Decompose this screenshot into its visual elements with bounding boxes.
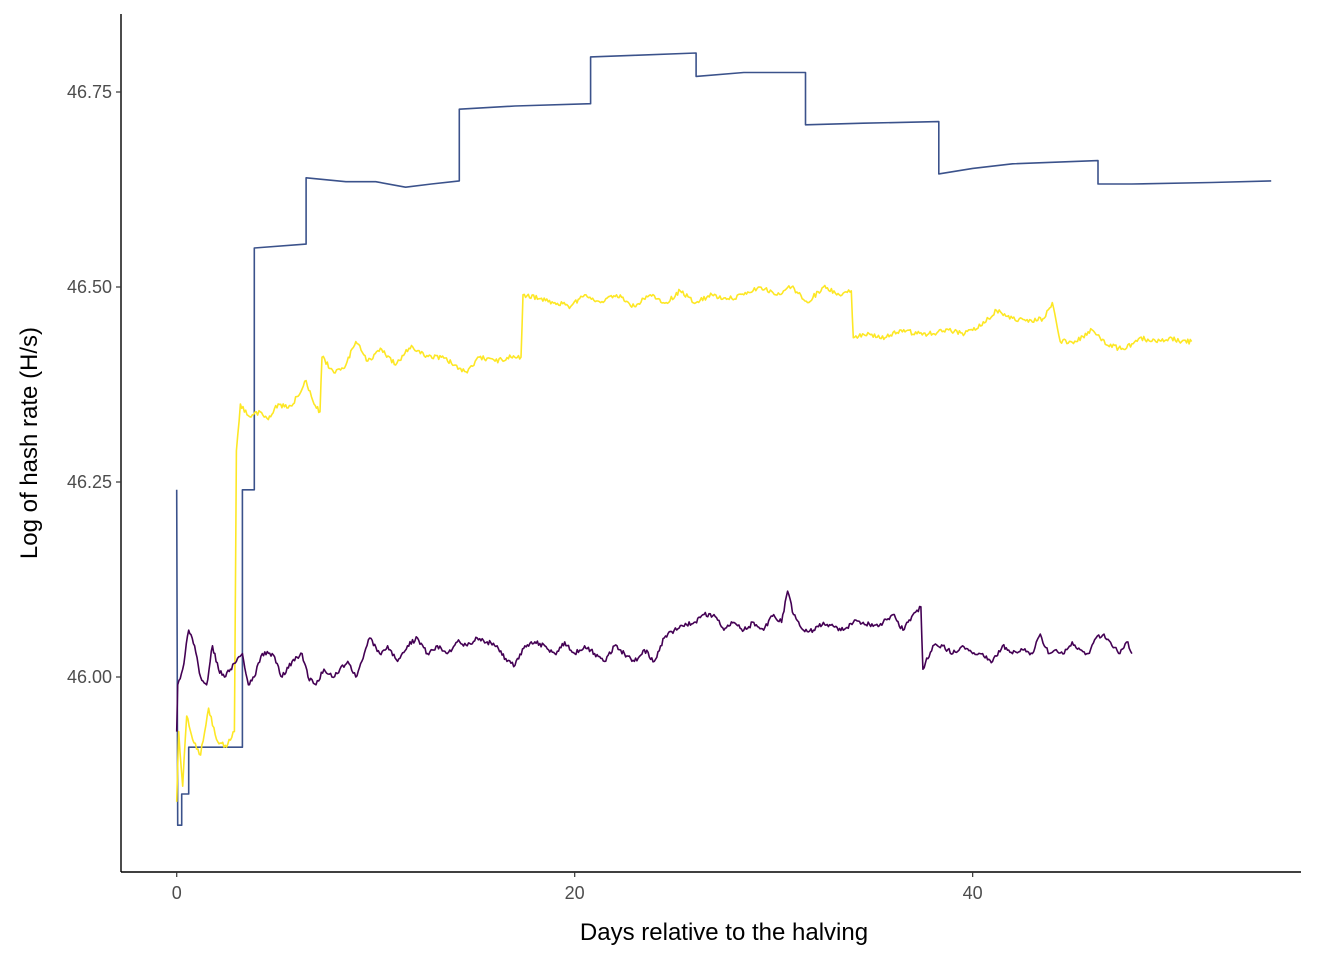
series-line-2 [175, 284, 1193, 802]
series-line-3 [175, 590, 1133, 732]
y-tick-label: 46.50 [67, 277, 112, 297]
x-axis-ticks: 0 20 40 [172, 872, 983, 903]
x-tick-label: 20 [565, 883, 585, 903]
y-axis-title: Log of hash rate (H/s) [16, 327, 43, 559]
plot-lines [175, 52, 1272, 826]
x-tick-label: 40 [963, 883, 983, 903]
x-tick-label: 0 [172, 883, 182, 903]
y-tick-label: 46.00 [67, 667, 112, 687]
y-tick-label: 46.25 [67, 472, 112, 492]
y-axis-ticks: 46.00 46.25 46.50 46.75 [67, 82, 121, 687]
x-axis-title: Days relative to the halving [580, 919, 868, 946]
y-tick-label: 46.75 [67, 82, 112, 102]
series-line-1 [175, 52, 1272, 826]
